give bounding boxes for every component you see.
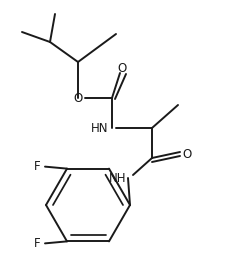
- Text: HN: HN: [90, 121, 108, 135]
- Text: F: F: [34, 237, 40, 250]
- Text: O: O: [182, 148, 192, 161]
- Text: NH: NH: [109, 171, 126, 184]
- Text: O: O: [73, 91, 83, 104]
- Text: O: O: [117, 61, 127, 74]
- Text: F: F: [34, 160, 40, 173]
